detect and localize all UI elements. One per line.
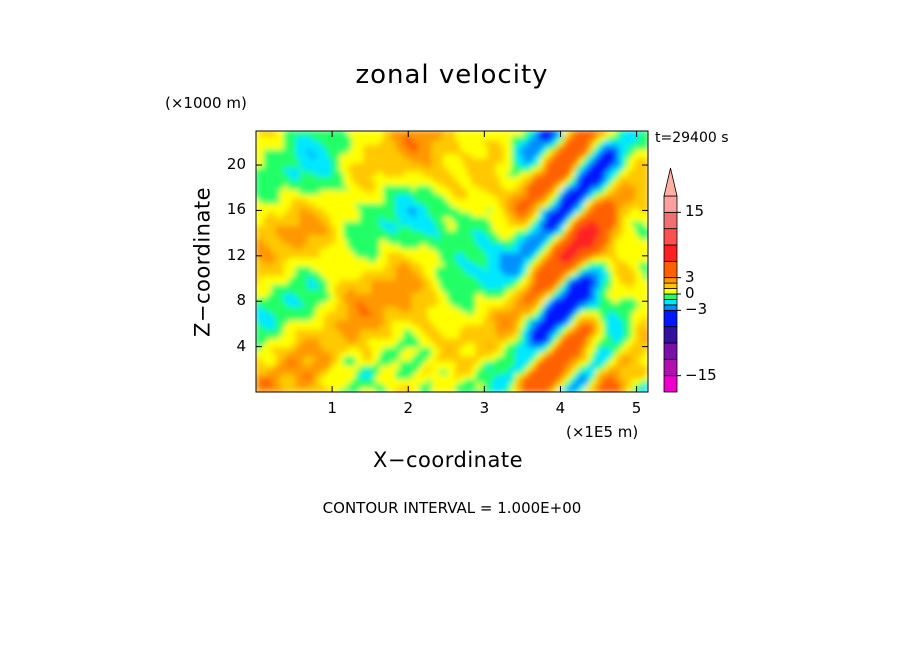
colorbar-band [663,293,678,300]
x-unit-label: (×1E5 m) [566,423,639,441]
colorbar-band [663,211,678,230]
colorbar-band [663,309,678,328]
colorbar-tick-label: −3 [685,300,708,319]
colorbar-band [663,288,678,295]
colorbar-tick-label: 3 [685,267,695,286]
y-ticks [256,164,648,348]
y-tick-label: 12 [226,245,246,264]
x-tick-label: 4 [555,399,566,417]
x-tick-label: 5 [631,399,642,417]
y-tick-label: 16 [226,200,246,219]
velocity-field [256,131,648,392]
colorbar-band [663,342,678,360]
colorbar-band [663,358,678,377]
colorbar-band [663,228,678,246]
y-tick-label: 8 [236,291,246,310]
colorbar-band [663,326,678,344]
x-ticks [331,131,638,392]
colorbar-band [663,277,678,284]
time-label: t=29400 s [655,130,729,146]
colorbar-band [663,195,678,213]
plot-frame [255,130,649,393]
colorbar [663,167,681,393]
contour-interval-note: CONTOUR INTERVAL = 1.000E+00 [322,499,582,517]
x-tick-label: 2 [403,399,413,417]
colorbar-band [663,244,678,262]
x-tick-label: 1 [327,399,337,417]
x-axis-label: X−coordinate [373,448,523,472]
colorbar-band [663,299,678,306]
chart-title: zonal velocity [355,60,549,90]
colorbar-tick-label: 15 [685,202,705,221]
colorbar-band [663,375,678,393]
colorbar-band [663,282,678,289]
y-unit-label: (×1000 m) [165,94,247,112]
colorbar-extend-arrow [663,167,678,197]
x-tick-label: 3 [479,399,490,417]
colorbar-tick-label: −15 [685,365,717,384]
colorbar-band [663,304,678,311]
y-tick-label: 20 [226,155,246,174]
y-tick-label: 4 [236,336,246,355]
colorbar-tick-label: 0 [685,284,695,302]
colorbar-band [663,260,678,279]
